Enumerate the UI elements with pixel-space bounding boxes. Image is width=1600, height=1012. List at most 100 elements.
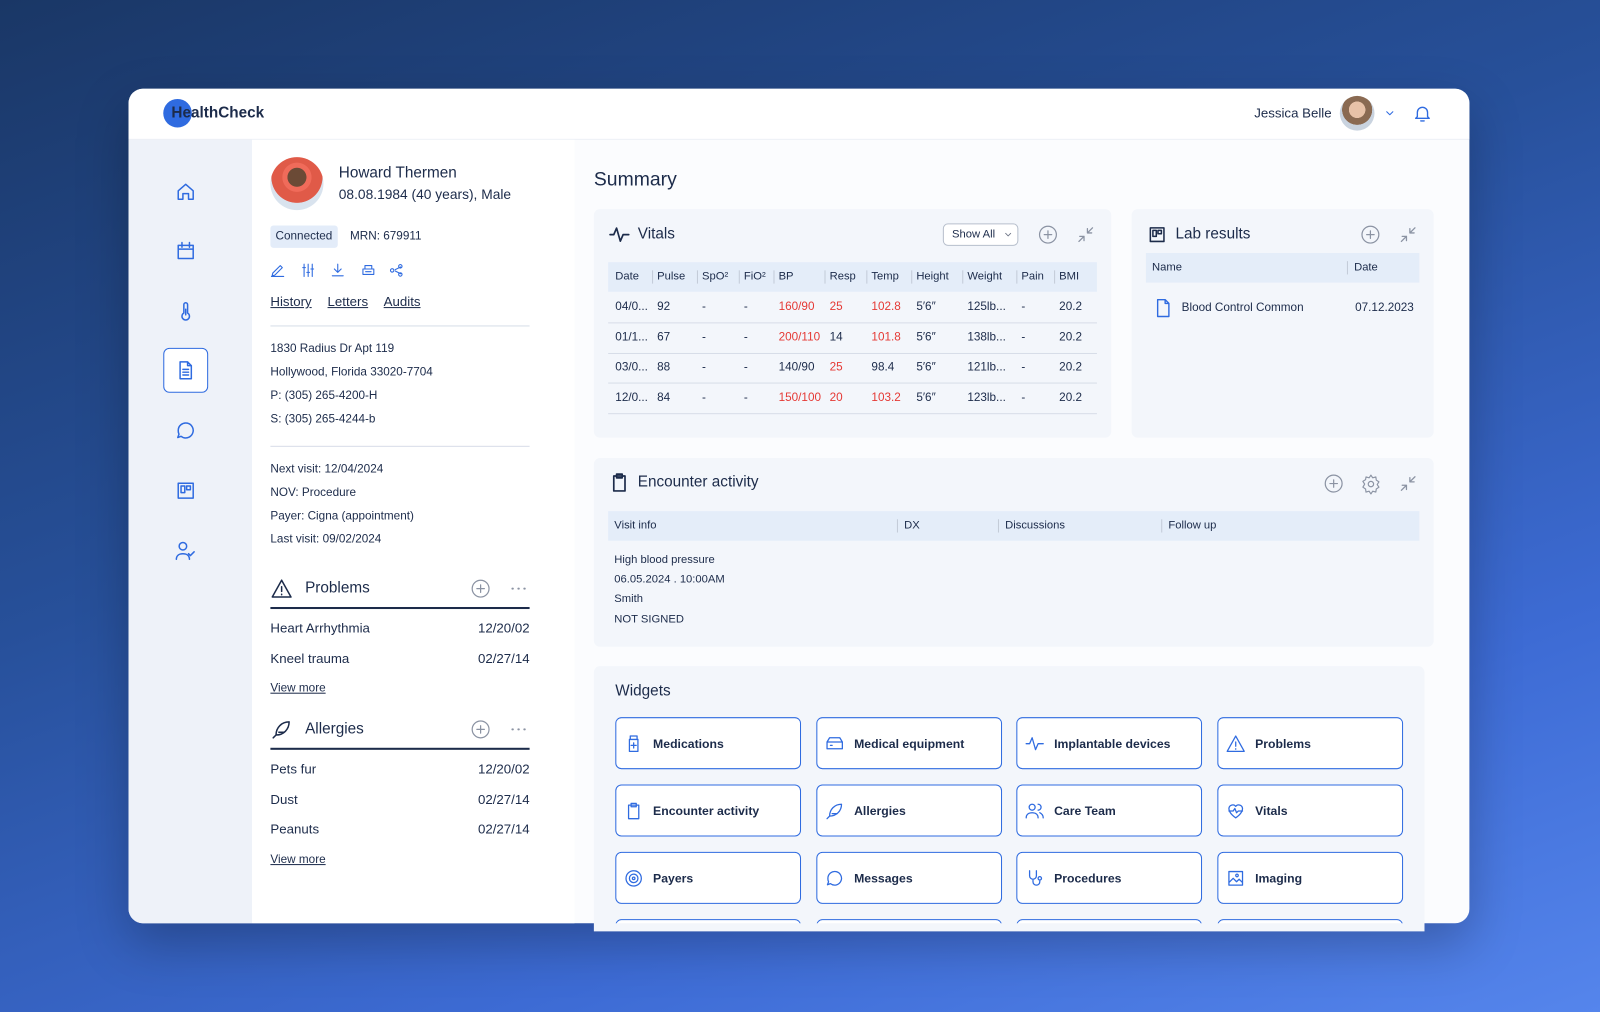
icon[interactable]	[508, 578, 528, 598]
logo-mark	[163, 98, 192, 128]
table-cell: 160/90	[778, 300, 815, 314]
widget-button[interactable]	[1016, 784, 1203, 837]
icon[interactable]	[1076, 224, 1096, 244]
icon[interactable]	[360, 262, 376, 278]
status-badge: Connected	[270, 225, 338, 248]
column-separator	[1346, 261, 1348, 275]
icon[interactable]	[174, 540, 196, 562]
icon[interactable]	[469, 577, 491, 599]
table-column: Date	[1354, 261, 1378, 274]
icon-path	[272, 721, 290, 739]
widget-label[interactable]: Imaging	[1255, 870, 1303, 885]
icon-path	[1400, 227, 1416, 243]
visit-line: Next visit: 12/04/2024	[270, 463, 384, 476]
table-cell: 101.8	[871, 331, 901, 344]
icon-path	[1226, 734, 1245, 752]
icon[interactable]	[1384, 107, 1396, 119]
patient-photo	[270, 157, 324, 211]
table-cell: -	[1021, 391, 1026, 404]
table-cell: 14	[829, 331, 843, 344]
widget-button[interactable]	[1016, 919, 1203, 924]
widget-button[interactable]	[615, 717, 802, 770]
widget-label[interactable]: Procedures	[1054, 870, 1122, 885]
widget-label[interactable]: Allergies	[854, 803, 906, 818]
widget-label[interactable]: Implantable devices	[1054, 736, 1171, 751]
address-line: S: (305) 265-4244-b	[270, 413, 376, 426]
widget-button[interactable]	[615, 784, 802, 837]
table-column: SpO²	[702, 270, 729, 283]
icon[interactable]	[1360, 473, 1381, 494]
widget-label[interactable]: Problems	[1255, 736, 1311, 751]
icon[interactable]	[508, 719, 528, 739]
table-cell: -	[743, 300, 748, 314]
logo: HealthCheck	[171, 104, 265, 122]
mrn: MRN: 679911	[350, 230, 422, 243]
column-separator	[911, 270, 913, 284]
widget-button[interactable]	[1217, 919, 1404, 924]
icon[interactable]	[1398, 224, 1418, 244]
user-avatar[interactable]	[1339, 95, 1375, 131]
widget-button[interactable]	[615, 919, 802, 924]
icon[interactable]	[269, 262, 285, 278]
icon[interactable]	[1412, 103, 1432, 123]
list-date: 12/20/02	[477, 761, 530, 777]
icon[interactable]	[300, 262, 316, 278]
filter-button[interactable]: Show All	[942, 223, 1019, 246]
icon	[1226, 734, 1245, 752]
icon[interactable]	[174, 419, 196, 441]
table-cell: Blood Control Common	[1181, 301, 1304, 315]
widget-button[interactable]	[1217, 851, 1404, 904]
icon[interactable]	[389, 262, 406, 278]
view-more[interactable]: View more	[270, 682, 326, 695]
widget-button[interactable]	[615, 851, 802, 904]
table-cell: 67	[657, 331, 671, 344]
view-more[interactable]: View more	[270, 853, 326, 866]
icon[interactable]	[1359, 223, 1381, 245]
table-cell: -	[1021, 331, 1026, 344]
icon[interactable]	[174, 181, 196, 203]
icon-path	[625, 869, 642, 887]
widget-label[interactable]: Medical equipment	[854, 736, 965, 751]
address-line: P: (305) 265-4200-H	[270, 389, 378, 402]
icon[interactable]	[174, 359, 196, 381]
icon[interactable]	[1037, 223, 1059, 245]
icon[interactable]	[1398, 473, 1418, 493]
table-cell: 20	[829, 391, 843, 404]
icon-path	[271, 579, 292, 598]
widget-button[interactable]	[816, 851, 1003, 904]
icon[interactable]	[174, 240, 196, 262]
widget-button[interactable]	[816, 919, 1003, 924]
patient-name: Howard Thermen	[338, 164, 457, 182]
widget-label[interactable]: Payers	[653, 870, 694, 885]
patient-link[interactable]: History	[270, 293, 312, 310]
icon-path	[612, 473, 626, 492]
widget-button[interactable]	[816, 784, 1003, 837]
icon[interactable]	[1322, 472, 1344, 494]
icon-path	[1400, 476, 1416, 491]
icon-path	[1028, 869, 1043, 886]
icon[interactable]	[174, 300, 196, 322]
widget-label[interactable]: Care Team	[1054, 803, 1116, 818]
icon[interactable]	[174, 479, 196, 501]
widget-label[interactable]: Vitals	[1255, 803, 1288, 818]
icon[interactable]	[469, 718, 491, 740]
icon-path	[627, 802, 640, 819]
column-separator	[773, 270, 775, 284]
widget-button[interactable]	[1217, 784, 1404, 837]
table-column: Name	[1152, 261, 1182, 274]
widget-button[interactable]	[816, 717, 1003, 770]
icon-path	[177, 183, 194, 201]
patient-link[interactable]: Letters	[327, 293, 369, 310]
icon[interactable]	[330, 262, 346, 278]
patient-link[interactable]: Audits	[383, 293, 421, 310]
table-column: Follow up	[1168, 519, 1217, 532]
table-cell: 150/100	[778, 391, 821, 404]
widget-label[interactable]: Medications	[653, 736, 724, 751]
widget-button[interactable]	[1016, 851, 1203, 904]
icon-path	[628, 734, 639, 752]
widget-button[interactable]	[1016, 717, 1203, 770]
widget-label[interactable]: Messages	[854, 870, 913, 885]
list-date: 02/27/14	[477, 791, 530, 807]
widget-button[interactable]	[1217, 717, 1404, 770]
widget-label[interactable]: Encounter activity	[653, 803, 760, 818]
